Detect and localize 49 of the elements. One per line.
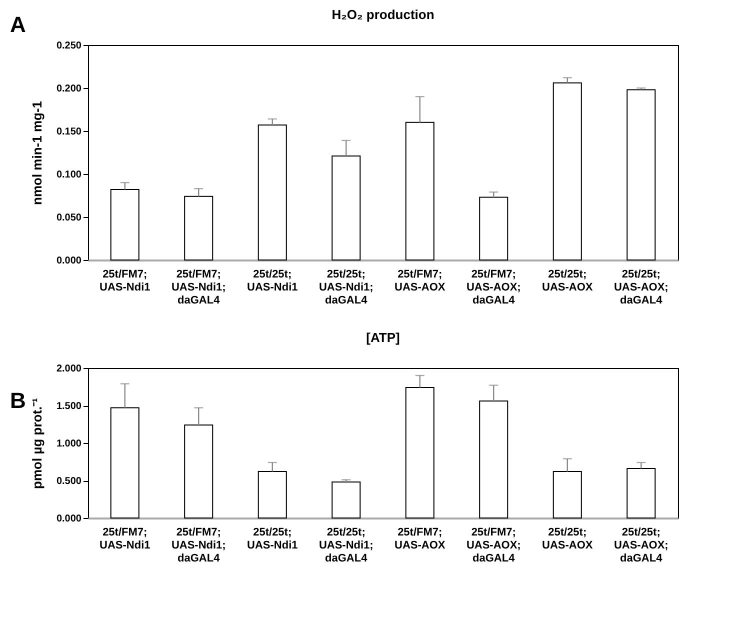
bar [184, 196, 214, 260]
x-tick-label: 25t/FM7; UAS-Ndi1; daGAL4 [171, 526, 226, 564]
y-tick-label: 0.500 [56, 476, 82, 487]
bar [405, 122, 434, 260]
y-tick-label: 0.200 [56, 84, 82, 94]
bar [626, 89, 656, 260]
x-tick-label: 25t/25t; UAS-AOX [542, 526, 594, 552]
bar [552, 471, 582, 518]
x-tick-label: 25t/FM7; UAS-AOX [394, 268, 446, 294]
x-tick-label: 25t/25t; UAS-AOX; daGAL4 [614, 268, 668, 306]
y-tick-label: 1.000 [56, 438, 82, 450]
chart-title: [ATP] [366, 330, 400, 345]
y-tick-label: 0.050 [56, 212, 82, 224]
y-axis-title: nmol min-1 mg-1 [29, 100, 44, 206]
chart-title: H₂O₂ production [332, 7, 434, 22]
y-tick-label: 0.150 [56, 126, 82, 138]
x-tick-label: 25t/25t; UAS-AOX [542, 268, 594, 294]
x-tick-label: 25t/FM7; UAS-AOX [394, 526, 446, 552]
bar [184, 424, 214, 518]
x-tick-label: 25t/25t; UAS-Ndi1 [247, 268, 298, 294]
bar [332, 155, 361, 260]
y-tick-label: 1.500 [56, 401, 82, 412]
bar [110, 407, 140, 518]
bar [258, 124, 287, 260]
y-tick-label: 0.250 [56, 40, 82, 52]
y-tick-label: 0.000 [56, 256, 82, 266]
y-tick-label: 0.100 [56, 170, 82, 180]
x-tick-label: 25t/FM7; UAS-AOX; daGAL4 [466, 526, 521, 564]
text: A [10, 12, 26, 38]
bar [479, 196, 508, 260]
bar [332, 482, 361, 518]
y-tick-label: 0.000 [56, 514, 82, 524]
text: B [10, 388, 26, 414]
bar [626, 468, 656, 518]
x-tick-label: 25t/FM7; UAS-AOX; daGAL4 [466, 268, 521, 306]
x-tick-label: 25t/25t; UAS-Ndi1; daGAL4 [318, 268, 374, 306]
bar [110, 188, 140, 260]
bar [258, 471, 287, 518]
x-tick-label: 25t/FM7; UAS-Ndi1 [100, 526, 150, 552]
x-tick-label: 25t/25t; UAS-Ndi1 [247, 526, 298, 552]
y-axis-title: pmol µg prot.⁻¹ [29, 398, 44, 489]
bar [552, 82, 582, 260]
x-tick-label: 25t/FM7; UAS-Ndi1 [100, 268, 150, 294]
y-tick-label: 2.000 [56, 364, 82, 374]
bar [405, 387, 434, 518]
x-tick-label: 25t/25t; UAS-Ndi1; daGAL4 [318, 526, 374, 564]
bar [479, 400, 508, 518]
x-tick-label: 25t/FM7; UAS-Ndi1; daGAL4 [171, 268, 226, 306]
x-tick-label: 25t/25t; UAS-AOX; daGAL4 [614, 526, 668, 564]
